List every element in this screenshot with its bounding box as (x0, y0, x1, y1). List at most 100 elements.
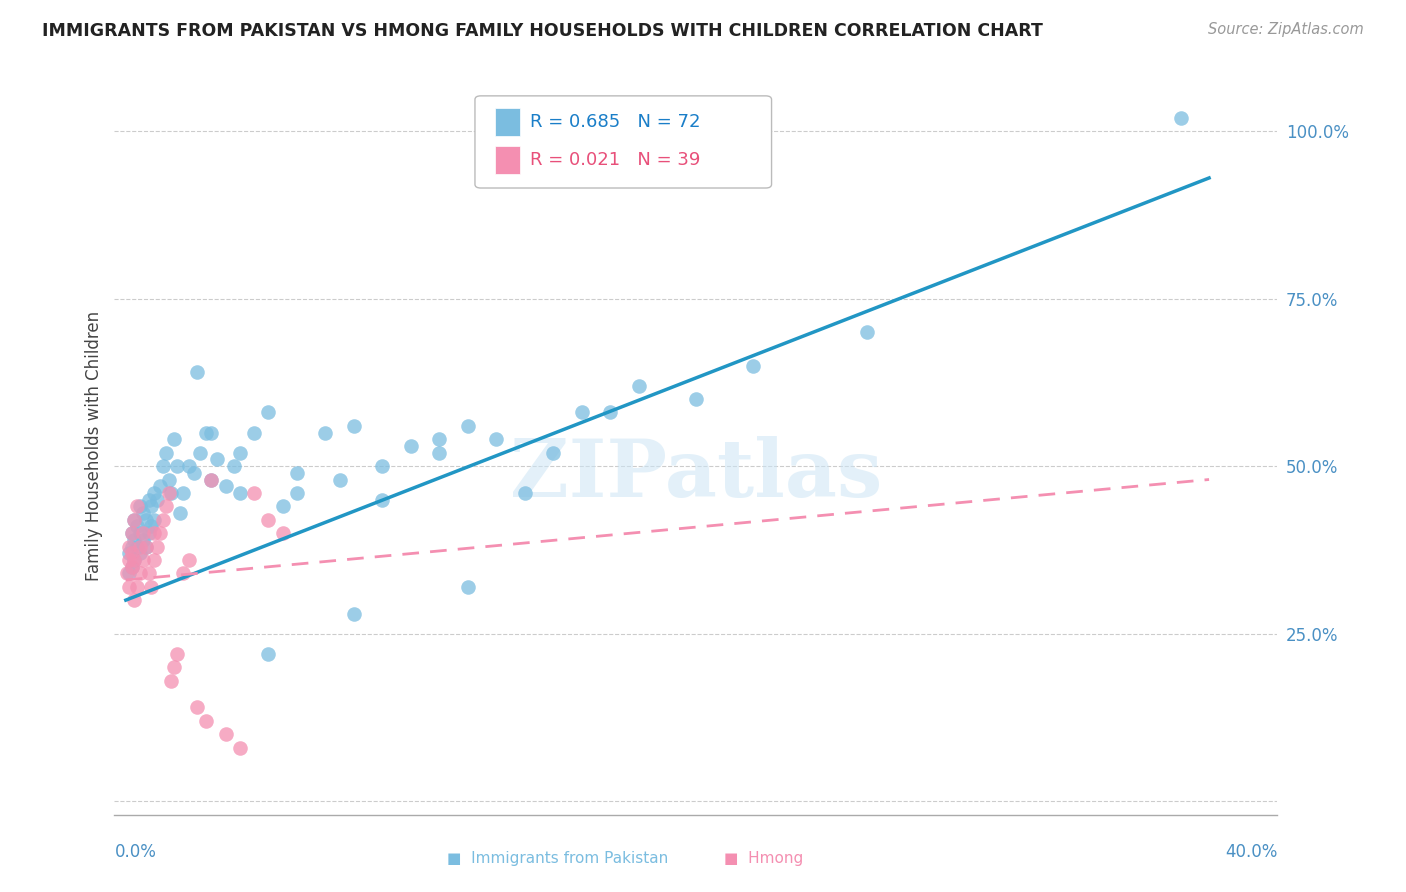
Y-axis label: Family Households with Children: Family Households with Children (86, 311, 103, 581)
Point (685, 392, 707, 406)
Point (183, 466, 205, 480)
Point (118, 546, 141, 560)
Point (543, 446, 565, 460)
Point (166, 647, 188, 661)
Point (429, 446, 451, 460)
Point (124, 553, 146, 567)
Point (205, 452, 228, 467)
Point (243, 425, 266, 440)
Point (243, 486, 266, 500)
Point (513, 486, 536, 500)
Point (186, 700, 208, 714)
Point (169, 506, 191, 520)
Text: ■  Hmong: ■ Hmong (724, 851, 803, 865)
Text: Source: ZipAtlas.com: Source: ZipAtlas.com (1208, 22, 1364, 37)
Point (143, 553, 166, 567)
Point (127, 580, 149, 594)
Point (177, 553, 200, 567)
Text: IMMIGRANTS FROM PAKISTAN VS HMONG FAMILY HOUSEHOLDS WITH CHILDREN CORRELATION CH: IMMIGRANTS FROM PAKISTAN VS HMONG FAMILY… (42, 22, 1043, 40)
Point (742, 359, 765, 373)
Point (135, 513, 157, 527)
Point (188, 446, 211, 460)
Bar (495, 146, 520, 174)
Point (135, 540, 157, 554)
Point (166, 459, 188, 474)
Point (1170, 111, 1192, 125)
Point (285, 466, 308, 480)
Text: 40.0%: 40.0% (1225, 843, 1278, 861)
Point (124, 553, 146, 567)
Point (856, 325, 879, 339)
Point (314, 425, 336, 440)
Point (343, 607, 366, 621)
Point (143, 486, 166, 500)
Point (155, 500, 177, 514)
Point (157, 473, 180, 487)
Point (152, 459, 174, 474)
Point (257, 647, 280, 661)
Point (118, 540, 141, 554)
Point (172, 486, 194, 500)
Point (224, 459, 246, 474)
Point (200, 425, 222, 440)
Point (118, 580, 141, 594)
Point (343, 418, 366, 433)
Point (129, 526, 152, 541)
Point (194, 714, 217, 728)
Point (214, 479, 236, 493)
Point (132, 533, 155, 547)
Point (132, 526, 155, 541)
Point (457, 418, 479, 433)
Bar (495, 108, 520, 136)
Text: 0.0%: 0.0% (114, 843, 156, 861)
Point (200, 473, 222, 487)
Point (141, 580, 163, 594)
Point (124, 593, 146, 607)
Text: R = 0.685   N = 72: R = 0.685 N = 72 (530, 112, 700, 130)
Point (121, 559, 143, 574)
Point (371, 459, 394, 474)
Point (127, 519, 149, 533)
Point (129, 546, 152, 560)
Point (141, 519, 163, 533)
Point (271, 526, 294, 541)
Point (121, 526, 143, 541)
Point (129, 540, 152, 554)
Point (627, 378, 650, 392)
Point (155, 446, 177, 460)
Point (157, 486, 180, 500)
Point (399, 439, 422, 453)
Point (257, 405, 280, 419)
Point (271, 500, 294, 514)
Point (200, 473, 222, 487)
Point (118, 566, 141, 581)
Point (371, 492, 394, 507)
Point (138, 526, 160, 541)
Point (149, 479, 172, 493)
Point (172, 566, 194, 581)
Point (118, 553, 141, 567)
Point (146, 540, 169, 554)
Point (121, 546, 143, 560)
FancyBboxPatch shape (475, 95, 772, 188)
Point (138, 566, 160, 581)
Point (229, 486, 252, 500)
Point (257, 513, 280, 527)
Point (160, 486, 183, 500)
Point (135, 540, 157, 554)
Point (152, 513, 174, 527)
Point (124, 513, 146, 527)
Point (127, 540, 149, 554)
Point (138, 492, 160, 507)
Point (599, 405, 621, 419)
Point (121, 559, 143, 574)
Point (121, 540, 143, 554)
Point (163, 432, 186, 446)
Point (214, 727, 236, 741)
Point (457, 580, 479, 594)
Point (186, 365, 208, 379)
Point (115, 566, 138, 581)
Point (146, 492, 169, 507)
Text: ■  Immigrants from Pakistan: ■ Immigrants from Pakistan (447, 851, 668, 865)
Point (141, 500, 163, 514)
